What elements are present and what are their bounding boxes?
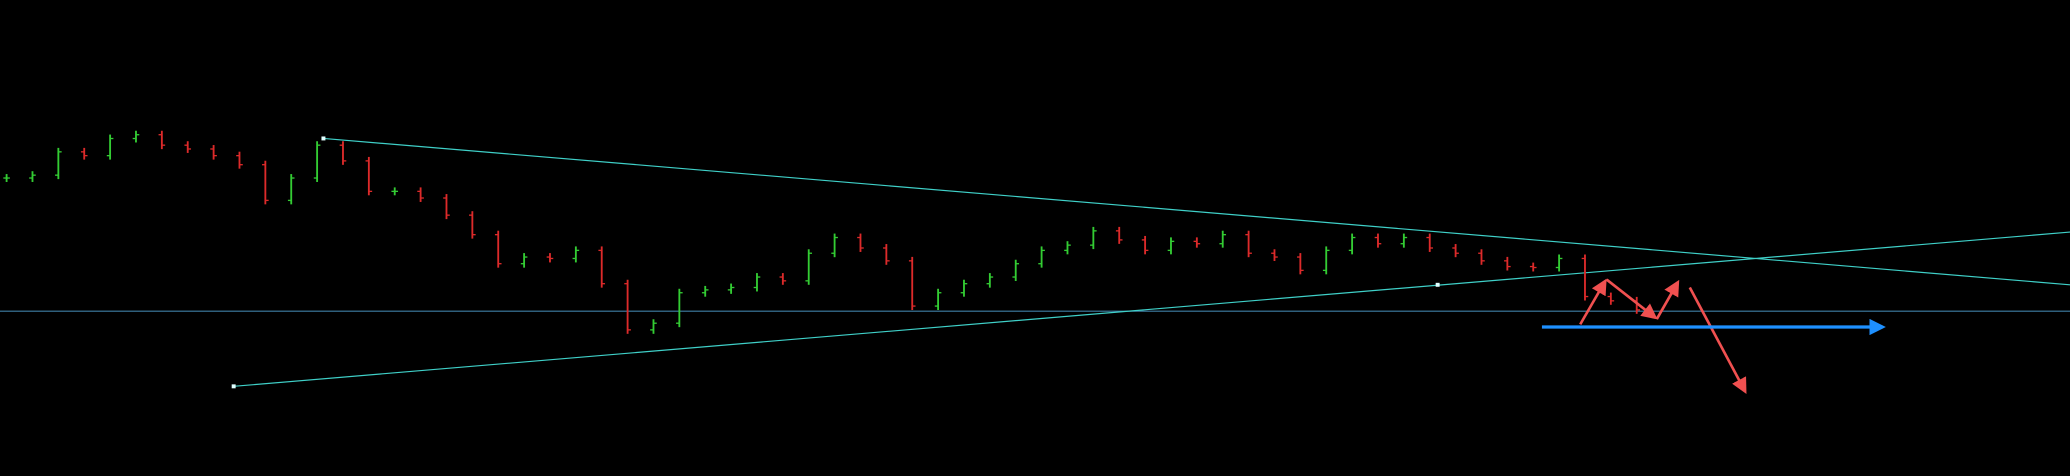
trend-line-down	[323, 137, 2070, 286]
anchor-point	[1435, 282, 1440, 287]
red-arrow	[1688, 286, 1747, 394]
red-arrow	[1579, 278, 1607, 326]
price-bars	[3, 130, 1641, 334]
trend-line-up	[233, 231, 2070, 387]
red-arrow	[1655, 279, 1680, 320]
anchor-point	[321, 136, 326, 141]
anchor-point	[231, 384, 236, 389]
red-arrow	[1605, 278, 1658, 320]
